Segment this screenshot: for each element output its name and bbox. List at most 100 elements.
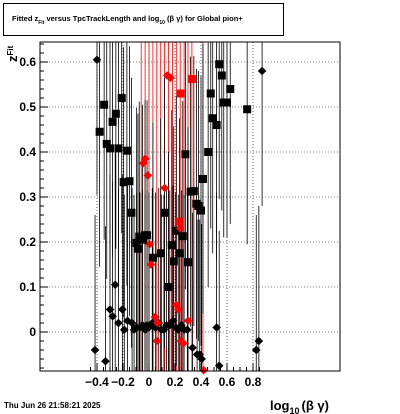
square-marker [172, 226, 181, 235]
y-tick-label: 0.2 [19, 235, 36, 249]
diamond-marker [165, 320, 175, 330]
square-marker [197, 206, 205, 215]
chart-title-box: Fitted zFit versus TpcTrackLength and lo… [3, 3, 284, 36]
diamond-marker [183, 325, 192, 335]
diamond-marker [101, 356, 110, 366]
square-marker [175, 249, 184, 258]
diamond-marker [146, 260, 156, 269]
diamond-marker [195, 350, 204, 359]
diamond-marker [118, 305, 127, 314]
diamond-marker [188, 343, 197, 353]
x-tick-label: 0 [146, 375, 153, 389]
diamond-marker [153, 318, 162, 328]
x-tick-label: 0.4 [193, 375, 210, 389]
diamond-marker [114, 318, 123, 328]
square-marker [132, 238, 141, 247]
square-marker [215, 60, 224, 69]
square-marker [108, 117, 117, 126]
diamond-marker [135, 323, 145, 332]
square-marker [178, 232, 187, 241]
square-marker [181, 150, 190, 159]
y-tick-label: 0.3 [19, 190, 36, 204]
square-marker [167, 241, 176, 250]
date-stamp: Thu Jun 26 21:58:21 2025 [4, 401, 101, 410]
square-marker [125, 177, 134, 186]
diamond-marker [143, 171, 152, 180]
x-tick-label: −0.4 [85, 375, 109, 389]
diamond-marker [140, 154, 150, 164]
x-tick-label: 0.2 [167, 375, 184, 389]
chart-title-subscript: Fit [38, 20, 45, 26]
y-axis-label: zFit [5, 45, 20, 62]
square-marker [204, 148, 213, 156]
square-marker [184, 258, 192, 267]
diamond-marker [160, 183, 169, 193]
chart-title-part: Fitted z [12, 14, 39, 23]
chart-title-part: (β γ) for Global pion+ [164, 14, 243, 23]
diamond-marker [214, 361, 224, 371]
diamond-marker [145, 239, 154, 249]
diamond-marker [152, 336, 162, 346]
diamond-marker [123, 316, 132, 326]
data-points [90, 55, 267, 375]
error-bars [94, 42, 263, 371]
chart-title-part: versus TpcTrackLength and log [44, 14, 160, 23]
square-marker [95, 127, 104, 136]
square-marker [106, 144, 114, 153]
diamond-marker [129, 325, 139, 335]
square-marker [174, 217, 183, 226]
square-marker [114, 144, 123, 153]
diamond-marker [175, 224, 185, 233]
chart-title: Fitted zFit versus TpcTrackLength and lo… [12, 14, 243, 26]
square-marker [226, 85, 235, 93]
diamond-marker [168, 316, 178, 326]
diamond-marker [90, 345, 100, 355]
square-marker [243, 105, 252, 114]
square-marker [194, 202, 203, 210]
diamond-marker [254, 336, 264, 346]
diamond-marker [172, 300, 181, 310]
square-marker [100, 100, 109, 109]
diamond-marker [171, 323, 180, 332]
diamond-marker [127, 318, 137, 328]
diamond-marker [150, 312, 160, 322]
x-tick-label: 0.8 [245, 375, 262, 389]
chart-title-subscript: 10 [159, 20, 165, 26]
square-marker [143, 231, 152, 240]
axes: −0.4 −0.2 0 0.2 0.4 0.6 0.8 0 0.1 0.2 0.3 0.4 0.5 0.6 [19, 43, 262, 389]
y-tick-label: 0.1 [19, 280, 36, 294]
diamond-marker [120, 325, 129, 335]
diamond-marker [105, 305, 115, 314]
x-tick-label: 0.6 [219, 375, 236, 389]
square-marker [102, 139, 111, 148]
square-marker [176, 89, 185, 98]
square-marker [198, 175, 207, 183]
diamond-marker [179, 338, 188, 348]
y-tick-label: 0.4 [19, 145, 36, 159]
square-marker [169, 257, 178, 266]
diamond-marker [197, 354, 206, 364]
square-marker [148, 253, 157, 262]
x-axis-label: log10 (β γ) [270, 398, 329, 414]
y-tick-label: 0.5 [19, 100, 36, 114]
square-marker [164, 283, 173, 291]
diamond-marker [199, 365, 208, 375]
diamond-marker [108, 311, 117, 321]
square-marker [138, 235, 147, 244]
square-marker [206, 89, 215, 98]
square-marker [119, 178, 128, 187]
diamond-marker [92, 55, 102, 65]
y-tick-label: 0 [29, 325, 36, 339]
square-marker [133, 244, 142, 253]
diamond-marker [173, 305, 183, 314]
diamond-marker [183, 316, 193, 326]
square-marker [212, 121, 221, 129]
square-marker [160, 208, 169, 217]
diamond-marker [212, 323, 221, 332]
x-tick-label: −0.2 [111, 375, 135, 389]
diamond-marker [257, 66, 267, 76]
diamond-marker [162, 71, 172, 80]
square-marker [127, 208, 136, 217]
diamond-marker [251, 345, 261, 355]
square-marker [208, 114, 217, 123]
